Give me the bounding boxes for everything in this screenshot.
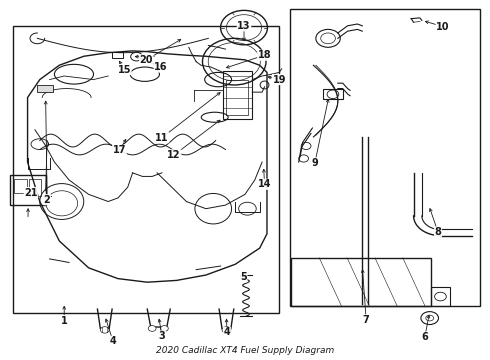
Bar <box>14 179 26 193</box>
Bar <box>10 175 46 205</box>
Text: 12: 12 <box>168 150 181 160</box>
Circle shape <box>148 325 156 331</box>
Text: 16: 16 <box>154 62 168 72</box>
Bar <box>37 85 53 92</box>
Text: 18: 18 <box>258 50 271 60</box>
Circle shape <box>160 325 168 331</box>
Bar <box>13 26 279 313</box>
Bar <box>226 80 248 116</box>
Bar <box>323 89 343 99</box>
Bar <box>29 179 41 196</box>
Text: 1: 1 <box>61 316 68 325</box>
Circle shape <box>100 327 109 333</box>
Text: 10: 10 <box>436 22 450 32</box>
Text: 9: 9 <box>312 158 318 168</box>
Text: 4: 4 <box>223 327 230 337</box>
Bar <box>431 287 450 306</box>
Text: 21: 21 <box>24 188 38 198</box>
Bar <box>112 51 123 58</box>
Text: 3: 3 <box>159 331 165 341</box>
Text: 17: 17 <box>113 145 126 155</box>
Bar <box>292 258 431 306</box>
Bar <box>223 71 252 119</box>
Text: 11: 11 <box>155 133 169 143</box>
Text: 5: 5 <box>240 272 247 282</box>
Text: 14: 14 <box>258 179 271 189</box>
Text: 19: 19 <box>272 75 286 85</box>
Text: 20: 20 <box>140 55 153 65</box>
Text: 6: 6 <box>421 332 428 342</box>
Text: 7: 7 <box>363 315 369 325</box>
Bar <box>290 9 480 306</box>
Text: 2020 Cadillac XT4 Fuel Supply Diagram: 2020 Cadillac XT4 Fuel Supply Diagram <box>156 346 334 355</box>
Text: 4: 4 <box>110 336 117 346</box>
Text: 2: 2 <box>44 195 50 205</box>
Circle shape <box>222 327 231 333</box>
Text: 15: 15 <box>118 64 131 75</box>
Text: 13: 13 <box>237 21 251 31</box>
Text: 8: 8 <box>435 227 441 237</box>
